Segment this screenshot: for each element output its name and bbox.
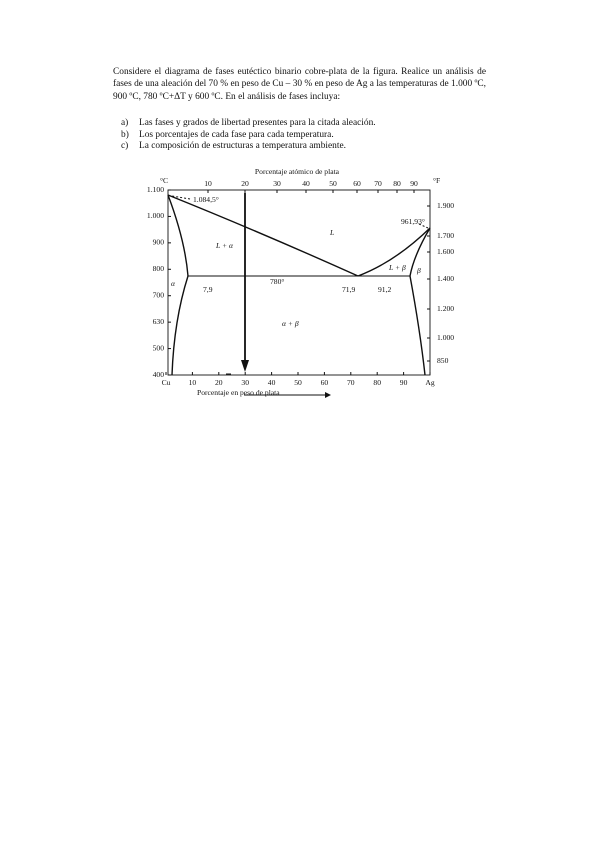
bottom-tick-label: 10	[189, 378, 197, 387]
bottom-tick-label: 20	[215, 378, 223, 387]
list-item: c) La composición de estructuras a temper…	[121, 141, 376, 153]
left-tick-label: 900	[153, 238, 165, 247]
top-tick-label: 30	[273, 179, 281, 188]
label: 1.084,5°	[193, 195, 219, 204]
tick-group: 10 20 30 40 50 60 70 80 90 1.100 1.000 900 800 700 630…	[147, 179, 454, 387]
list-marker: b)	[121, 129, 129, 140]
left-tick-label: 800	[153, 264, 165, 273]
label: L + β	[388, 263, 406, 272]
bottom-tick-label: 40	[268, 378, 276, 387]
label: 780°	[270, 277, 284, 286]
label: 7,9	[203, 285, 213, 294]
right-tick-label: 1.200	[437, 304, 454, 313]
diagram-lines	[167, 189, 431, 396]
list-item: b) Los porcentajes de cada fase para cada…	[121, 130, 376, 142]
top-tick-label: 10	[204, 179, 212, 188]
liquidus-alpha	[167, 194, 359, 277]
arrowhead	[241, 360, 249, 372]
right-tick-label: 1.600	[437, 247, 454, 256]
top-tick-label: 50	[329, 179, 337, 188]
bottom-tick-label: 50	[294, 378, 302, 387]
label: 961,93°	[401, 217, 425, 226]
right-tick-label: 1.000	[437, 333, 454, 342]
paragraph: Considere el diagrama de fases eutéctico…	[113, 67, 486, 102]
bottom-tick-label: Cu	[162, 378, 171, 387]
left-tick-label: 1.000	[147, 211, 164, 220]
right-tick-label: 850	[437, 356, 449, 365]
right-tick-label: 1.700	[437, 231, 454, 240]
leader	[418, 223, 429, 229]
bottom-tick-label: 60	[321, 378, 329, 387]
top-tick-label: 90	[410, 179, 418, 188]
bottom-tick-label: Ag	[425, 378, 434, 387]
axis-unit: °C	[160, 176, 168, 185]
liquidus-beta	[357, 227, 431, 277]
solvus-beta	[409, 275, 426, 376]
right-tick-label: 1.400	[437, 274, 454, 283]
list-text: La composición de estructuras a temperat…	[139, 141, 346, 152]
bottom-tick-label: 80	[373, 378, 381, 387]
top-tick-label: 40	[302, 179, 310, 188]
axis-title: Porcentaje en peso de plata	[197, 388, 280, 397]
bottom-tick-label: 90	[400, 378, 408, 387]
bottom-tick-label: 30	[241, 378, 249, 387]
label: L + α	[215, 241, 234, 250]
top-tick-label: 60	[353, 179, 361, 188]
label: β	[416, 266, 421, 275]
list-text: Los porcentajes de cada fase para cada t…	[139, 129, 334, 140]
label: L	[329, 228, 334, 237]
axis-title: Porcentaje atómico de plata	[255, 167, 340, 176]
list-item: a) Las fases y grados de libertad present…	[121, 118, 376, 130]
label: 71,9	[342, 285, 355, 294]
solvus-alpha	[171, 275, 189, 376]
left-tick-label: 500	[153, 343, 165, 352]
solidus-beta	[409, 227, 431, 277]
right-tick-label: 1.900	[437, 201, 454, 210]
frame	[167, 189, 431, 376]
axis-unit: °F	[433, 176, 440, 185]
left-tick-label: 400	[153, 370, 165, 379]
bottom-tick-label: 70	[347, 378, 355, 387]
left-tick-label: 630	[153, 317, 165, 326]
top-tick-label: 20	[241, 179, 249, 188]
label: α + β	[282, 319, 299, 328]
task-list: a) Las fases y grados de libertad present…	[121, 118, 376, 153]
list-text: Las fases y grados de libertad presentes…	[139, 118, 376, 128]
top-tick-label: 70	[374, 179, 382, 188]
solidus-alpha	[167, 194, 189, 277]
top-tick-label: 80	[393, 179, 401, 188]
label: 91,2	[378, 285, 391, 294]
list-marker: a)	[121, 118, 129, 128]
label: α	[171, 279, 176, 288]
list-marker: c)	[121, 141, 129, 152]
leader	[171, 195, 191, 200]
arrowhead	[325, 392, 331, 398]
left-tick-label: 700	[153, 290, 165, 299]
left-tick-label: 1.100	[147, 185, 164, 194]
